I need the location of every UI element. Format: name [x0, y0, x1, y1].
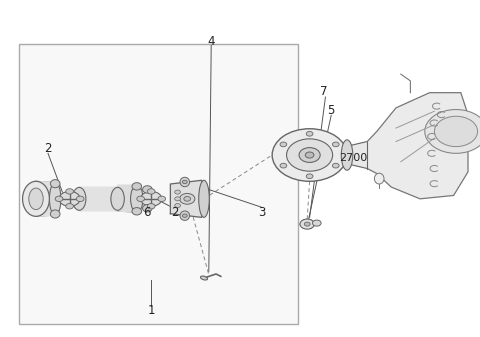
- Polygon shape: [170, 180, 204, 217]
- Ellipse shape: [341, 140, 353, 170]
- Circle shape: [184, 196, 191, 201]
- Ellipse shape: [111, 187, 124, 210]
- Circle shape: [158, 196, 166, 202]
- Circle shape: [147, 204, 155, 209]
- Ellipse shape: [72, 187, 86, 210]
- Circle shape: [280, 163, 287, 168]
- Polygon shape: [79, 187, 118, 210]
- Ellipse shape: [199, 180, 209, 217]
- Circle shape: [304, 222, 310, 226]
- Circle shape: [76, 196, 84, 202]
- Bar: [19, 44, 298, 324]
- Circle shape: [333, 142, 339, 147]
- Polygon shape: [118, 185, 137, 212]
- Circle shape: [175, 204, 180, 208]
- Circle shape: [147, 189, 155, 194]
- Text: 5: 5: [327, 104, 335, 117]
- Ellipse shape: [374, 173, 384, 184]
- Circle shape: [287, 139, 333, 171]
- Circle shape: [180, 193, 195, 204]
- Circle shape: [59, 191, 80, 206]
- Circle shape: [272, 129, 347, 181]
- Ellipse shape: [29, 188, 43, 210]
- Circle shape: [66, 204, 73, 209]
- Circle shape: [306, 174, 313, 179]
- Ellipse shape: [50, 180, 60, 188]
- Ellipse shape: [132, 208, 142, 215]
- Circle shape: [333, 163, 339, 168]
- Ellipse shape: [50, 210, 60, 218]
- Circle shape: [182, 214, 187, 217]
- Circle shape: [300, 219, 314, 229]
- Text: 2: 2: [171, 206, 179, 219]
- Ellipse shape: [180, 211, 190, 220]
- Ellipse shape: [143, 205, 152, 212]
- Circle shape: [434, 116, 478, 147]
- Circle shape: [175, 190, 180, 194]
- Circle shape: [137, 196, 144, 202]
- Circle shape: [280, 142, 287, 147]
- Ellipse shape: [131, 185, 143, 212]
- Text: 3: 3: [258, 206, 265, 219]
- Ellipse shape: [49, 183, 61, 215]
- Text: 4: 4: [207, 35, 215, 48]
- Ellipse shape: [201, 276, 207, 280]
- Circle shape: [182, 180, 187, 184]
- Circle shape: [305, 152, 314, 158]
- Ellipse shape: [132, 183, 142, 190]
- Polygon shape: [36, 181, 55, 216]
- Polygon shape: [367, 93, 468, 199]
- Circle shape: [306, 131, 313, 136]
- Text: 7: 7: [320, 85, 328, 98]
- Circle shape: [425, 110, 480, 153]
- Ellipse shape: [180, 177, 190, 187]
- Polygon shape: [346, 142, 367, 168]
- Ellipse shape: [143, 186, 152, 193]
- Circle shape: [299, 148, 320, 162]
- Text: 2700: 2700: [339, 153, 367, 163]
- Ellipse shape: [312, 220, 321, 226]
- Circle shape: [55, 196, 63, 202]
- Circle shape: [175, 197, 180, 201]
- Text: 2: 2: [44, 142, 52, 155]
- Text: 6: 6: [143, 206, 150, 219]
- Circle shape: [66, 189, 73, 194]
- Text: 1: 1: [147, 304, 155, 317]
- Circle shape: [141, 191, 162, 206]
- Ellipse shape: [23, 181, 49, 216]
